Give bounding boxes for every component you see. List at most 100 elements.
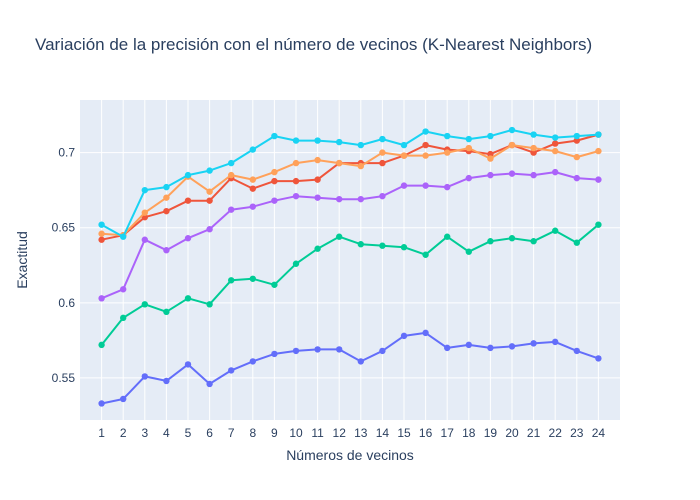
series-line [101, 171, 599, 300]
data-point [98, 295, 105, 302]
data-point [379, 242, 386, 249]
data-point [98, 341, 105, 349]
data-point [422, 152, 429, 159]
data-point [530, 144, 537, 152]
data-point [573, 174, 580, 182]
data-point [271, 350, 278, 358]
data-point [595, 355, 602, 362]
grid [80, 100, 620, 420]
data-point [120, 314, 127, 322]
data-point [444, 233, 451, 240]
data-point [163, 377, 170, 385]
data-point [292, 137, 300, 144]
data-point [357, 241, 364, 248]
data-point [336, 138, 343, 146]
data-point [314, 194, 321, 201]
data-point [487, 344, 494, 352]
data-point [184, 235, 192, 242]
x-tick-label: 2 [120, 426, 127, 440]
data-point [552, 168, 559, 176]
data-point [184, 361, 192, 368]
data-point [465, 341, 472, 349]
data-point [422, 251, 429, 258]
data-point [595, 176, 602, 183]
chart-title: Variación de la precisión con el número … [35, 35, 592, 54]
data-point [573, 347, 580, 355]
series-6 [98, 126, 602, 240]
data-point [400, 244, 408, 251]
series-line [101, 144, 599, 237]
data-point [444, 132, 451, 140]
data-point [552, 338, 559, 346]
data-point [206, 167, 213, 174]
x-tick-label: 5 [185, 426, 192, 440]
data-point [400, 332, 408, 340]
data-point [163, 183, 170, 191]
data-point [465, 174, 472, 182]
data-point [98, 236, 105, 243]
data-point [292, 159, 300, 167]
x-tick-label: 18 [462, 426, 476, 440]
data-point [120, 233, 127, 240]
y-axis-ticks: 0.55 0.6 0.65 0.7 [52, 146, 76, 385]
data-point [314, 176, 321, 183]
data-point [573, 239, 580, 246]
data-point [530, 238, 537, 245]
y-tick-label: 0.65 [52, 221, 76, 235]
data-point [141, 236, 148, 243]
data-point [163, 308, 170, 316]
data-point [184, 295, 192, 302]
y-tick-label: 0.6 [58, 296, 75, 310]
data-point [271, 132, 278, 140]
data-point [573, 137, 580, 144]
data-point [336, 346, 343, 353]
x-tick-label: 7 [228, 426, 235, 440]
data-point [98, 221, 105, 228]
data-point [595, 147, 602, 155]
x-tick-label: 10 [289, 426, 303, 440]
data-point [163, 194, 170, 201]
data-point [508, 126, 516, 134]
data-point [465, 248, 472, 255]
data-point [249, 358, 256, 365]
data-point [379, 149, 386, 156]
data-point [422, 182, 429, 189]
data-point [422, 329, 429, 337]
series-1 [98, 329, 602, 407]
x-axis-ticks: 1 2 3 4 5 6 7 8 9 10 11 12 13 14 15 16 17 18 19 20 21 22 23 24 [98, 426, 605, 440]
data-point [271, 177, 278, 185]
data-point [487, 132, 494, 140]
data-point [508, 235, 516, 242]
x-tick-label: 11 [311, 426, 324, 440]
data-point [552, 140, 559, 147]
data-point [530, 131, 537, 138]
data-point [444, 183, 451, 191]
data-point [595, 221, 602, 228]
x-tick-label: 12 [333, 426, 347, 440]
data-point [206, 301, 213, 308]
data-point [530, 340, 537, 347]
data-point [292, 177, 300, 185]
x-tick-label: 17 [441, 426, 455, 440]
data-point [120, 395, 127, 403]
data-point [444, 344, 451, 352]
data-point [271, 168, 278, 176]
series-line [101, 129, 599, 238]
data-point [249, 176, 256, 183]
series-4 [98, 168, 602, 302]
data-point [228, 206, 235, 213]
y-tick-label: 0.55 [52, 371, 76, 385]
series-line [101, 331, 599, 405]
data-point [271, 197, 278, 204]
x-tick-label: 8 [249, 426, 256, 440]
data-point [357, 141, 364, 149]
data-point [141, 301, 148, 308]
data-point [314, 137, 321, 144]
data-point [206, 226, 213, 233]
data-point [141, 209, 148, 216]
series-3 [98, 221, 602, 349]
x-tick-label: 4 [163, 426, 170, 440]
data-point [249, 146, 256, 153]
data-point [184, 197, 192, 204]
